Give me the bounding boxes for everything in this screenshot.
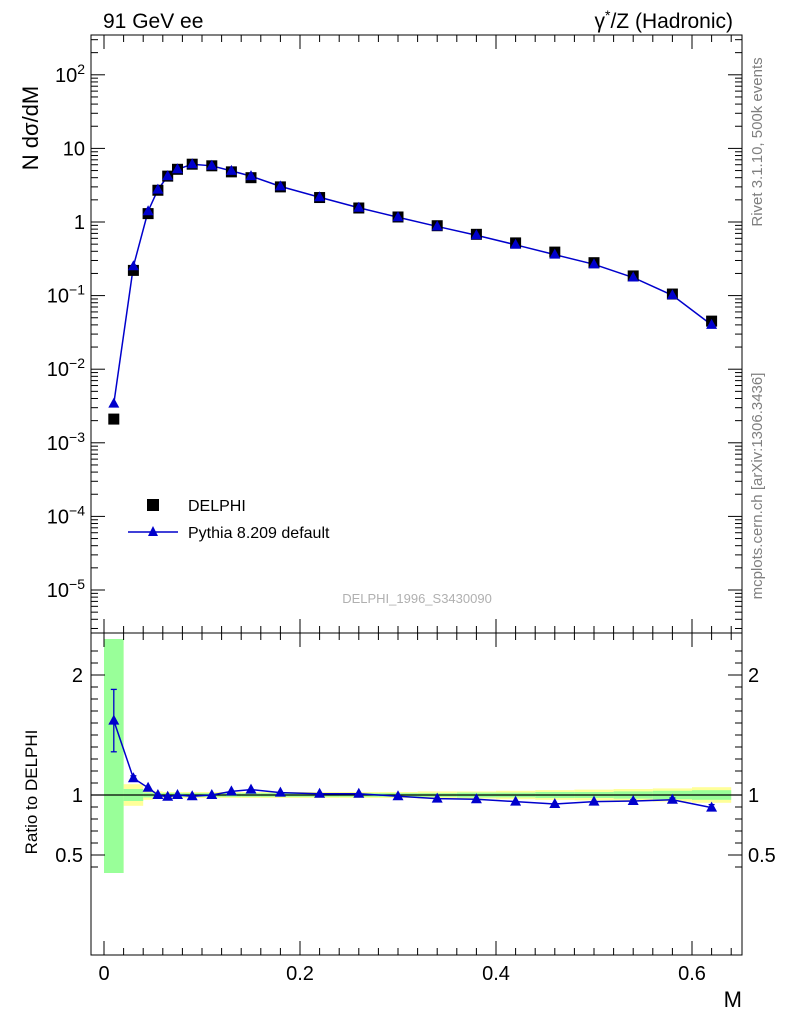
- delphi-data-point: [127, 264, 139, 276]
- delphi-data-point: [108, 413, 120, 425]
- pythia-data-point: [666, 289, 678, 300]
- pythia-data-point: [353, 201, 365, 212]
- pythia-data-point: [225, 164, 237, 175]
- x-tick-label: 0: [98, 963, 109, 985]
- tick-labels: 10−5 10−4 10−3 10−2 10−1 1 10 102 0 0.2 0.4 0.6 0.5 0…: [47, 61, 776, 985]
- ratio-y-axis-title: Ratio to DELPHI: [22, 730, 41, 855]
- ratio-pythia-point: [353, 787, 365, 798]
- ratio-pythia-point: [152, 789, 164, 799]
- pythia-data-point: [706, 318, 718, 329]
- pythia-line: [113, 163, 713, 404]
- main-y-axis-title: N dσ/dM: [18, 86, 43, 171]
- pythia-data-point: [245, 170, 257, 181]
- ratio-y-tick-label-right: 1: [748, 785, 759, 807]
- ratio-pythia-line: [113, 720, 712, 809]
- pythia-data-point: [127, 260, 139, 271]
- ratio-pythia-point: [431, 792, 443, 803]
- ratio-pythia-point: [206, 789, 218, 799]
- pythia-data-point: [274, 180, 286, 191]
- rivet-version-label: Rivet 3.1.10, 500k events: [749, 57, 766, 226]
- ratio-plot-series: [108, 688, 718, 812]
- pythia-data-point: [172, 163, 183, 174]
- ratio-y-tick-label-right: 2: [748, 665, 759, 687]
- legend: DELPHI Pythia 8.209 default: [128, 498, 330, 542]
- ratio-pythia-point: [245, 783, 257, 794]
- ratio-pythia-point: [172, 789, 183, 799]
- main-plot-series: [108, 158, 718, 425]
- main-y-tick-label: 10−2: [47, 355, 85, 381]
- ratio-pythia-point: [588, 795, 600, 806]
- main-y-tick-label: 1: [74, 212, 85, 234]
- main-y-tick-label: 10−1: [47, 282, 85, 308]
- pythia-data-point: [392, 211, 404, 222]
- pythia-data-point: [162, 170, 174, 181]
- pythia-data-point: [627, 271, 639, 282]
- pythia-data-point: [588, 258, 600, 269]
- ratio-y-tick-label: 2: [72, 665, 83, 687]
- ratio-pythia-point: [274, 786, 286, 797]
- x-tick-label: 0.6: [678, 963, 706, 985]
- ratio-pythia-point: [142, 781, 154, 792]
- x-tick-label: 0.2: [286, 963, 314, 985]
- mcplots-reference-label: mcplots.cern.ch [arXiv:1306.3436]: [749, 373, 766, 600]
- ratio-pythia-point: [108, 714, 120, 725]
- pythia-data-point: [431, 220, 443, 231]
- ratio-uncertainty-bands: [104, 639, 732, 873]
- ratio-pythia-point: [127, 772, 139, 783]
- pythia-data-point: [510, 238, 522, 249]
- pythia-data-point: [206, 159, 218, 170]
- legend-marker-delphi: [147, 499, 159, 511]
- ratio-pythia-point: [186, 790, 198, 801]
- legend-marker-pythia: [148, 526, 158, 536]
- ratio-pythia-point: [706, 801, 718, 812]
- pythia-data-point: [186, 158, 198, 169]
- legend-label-pythia: Pythia 8.209 default: [188, 525, 330, 542]
- main-y-tick-label: 102: [55, 61, 85, 87]
- x-axis-title: M: [724, 987, 742, 1012]
- pythia-data-point: [549, 248, 561, 259]
- ratio-pythia-point: [510, 795, 522, 806]
- pythia-data-point: [314, 191, 326, 202]
- ratio-plot-frame: [90, 632, 743, 956]
- ratio-y-tick-label-right: 0.5: [748, 845, 776, 867]
- analysis-id-watermark: DELPHI_1996_S3430090: [342, 591, 492, 606]
- header-right: γ*/Z (Hadronic): [595, 7, 733, 33]
- main-plot-frame: [90, 34, 743, 634]
- ratio-y-tick-label: 1: [72, 785, 83, 807]
- header-left: 91 GeV ee: [103, 10, 203, 33]
- band-green: [104, 639, 124, 873]
- pythia-data-point: [108, 397, 120, 408]
- main-y-tick-label: 10−3: [47, 429, 85, 455]
- main-y-tick-label: 10−4: [47, 502, 85, 528]
- pythia-data-point: [470, 229, 482, 240]
- ratio-pythia-point: [392, 790, 404, 801]
- pythia-data-point: [142, 205, 154, 216]
- ratio-pythia-point: [666, 793, 678, 804]
- plot-frames: [90, 34, 743, 956]
- axis-ticks: [91, 35, 742, 955]
- ratio-pythia-point: [314, 787, 326, 798]
- ratio-pythia-point: [470, 793, 482, 804]
- ratio-pythia-point: [225, 785, 237, 796]
- ratio-pythia-point: [549, 798, 561, 808]
- ratio-pythia-point: [627, 795, 639, 805]
- pythia-data-point: [152, 183, 164, 194]
- ratio-pythia-point: [162, 790, 174, 801]
- ratio-y-tick-label: 0.5: [55, 845, 83, 867]
- legend-label-delphi: DELPHI: [188, 498, 246, 515]
- x-tick-label: 0.4: [482, 963, 510, 985]
- main-y-tick-label: 10: [63, 138, 85, 160]
- main-y-tick-label: 10−5: [47, 576, 85, 602]
